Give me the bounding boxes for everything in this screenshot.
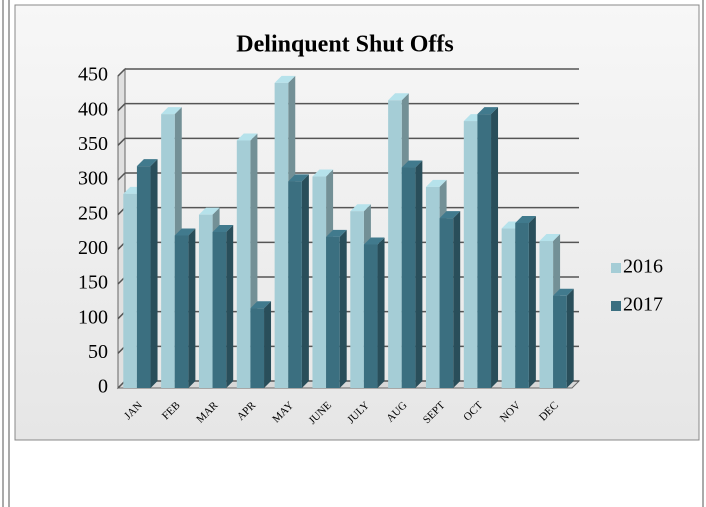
- bar-top: [439, 211, 461, 219]
- bar-side: [453, 211, 461, 388]
- bar: [553, 295, 567, 388]
- legend-label: 2016: [623, 256, 663, 278]
- bar: [501, 228, 516, 388]
- bar: [123, 193, 137, 388]
- grid-line-side: [117, 172, 126, 181]
- bar: [198, 214, 213, 388]
- bar: [288, 181, 302, 388]
- bar: [388, 100, 402, 389]
- bar: [161, 114, 175, 388]
- bar-top: [198, 207, 220, 215]
- bar-side: [528, 215, 536, 388]
- bar-side: [339, 229, 347, 388]
- legend-swatch: [611, 301, 621, 311]
- bar-top: [250, 301, 272, 309]
- bar-top: [477, 107, 499, 115]
- grid-line-side: [117, 103, 126, 112]
- chart-title: Delinquent Shut Offs: [236, 32, 453, 58]
- bar: [136, 166, 151, 388]
- bar-side: [415, 160, 423, 388]
- bar: [425, 186, 440, 388]
- bar-top: [236, 133, 258, 141]
- bar-top: [274, 75, 296, 83]
- bar: [212, 232, 227, 388]
- bar-top: [515, 215, 536, 223]
- bar: [539, 241, 554, 388]
- y-tick-label: 250: [78, 202, 108, 224]
- y-tick-label: 450: [78, 64, 108, 86]
- bar-side: [264, 301, 272, 388]
- bar-side: [566, 288, 574, 388]
- bar-side: [377, 237, 385, 388]
- bar: [250, 308, 265, 388]
- bar: [274, 82, 289, 388]
- bar: [174, 235, 189, 388]
- bar: [363, 244, 378, 388]
- bar-top: [174, 228, 196, 236]
- bar: [350, 211, 364, 388]
- bar: [326, 236, 340, 388]
- y-tick-label: 100: [78, 306, 108, 328]
- y-tick-label: 350: [78, 133, 108, 155]
- bar-top: [136, 159, 158, 167]
- bar-top: [312, 169, 334, 177]
- y-tick-label: 50: [88, 341, 108, 363]
- bar-top: [401, 160, 423, 168]
- bar: [236, 140, 251, 388]
- legend-swatch: [611, 263, 621, 273]
- bar-side: [188, 228, 196, 388]
- bar-top: [350, 204, 371, 212]
- bar-top: [326, 229, 347, 237]
- bar-top: [539, 234, 561, 242]
- bar: [439, 218, 454, 388]
- bar-top: [161, 107, 182, 115]
- bar: [463, 121, 478, 389]
- grid-line-side: [117, 137, 126, 146]
- bar: [515, 222, 529, 388]
- bar-top: [212, 225, 234, 232]
- bar-top: [388, 93, 409, 101]
- y-tick-label: 150: [78, 272, 108, 294]
- y-tick-label: 200: [78, 237, 108, 259]
- bar-side: [150, 159, 158, 388]
- bar-side: [301, 174, 309, 388]
- grid-line-side: [117, 68, 126, 77]
- y-tick-label: 400: [78, 98, 108, 120]
- bar: [401, 167, 416, 388]
- bar: [477, 114, 492, 388]
- bar-side: [226, 225, 234, 388]
- bar-top: [553, 288, 574, 296]
- bar-side: [491, 107, 499, 388]
- bar-top: [425, 179, 447, 187]
- bar-top: [363, 237, 385, 245]
- bar-top: [288, 174, 309, 182]
- bar: [312, 176, 327, 388]
- y-tick-label: 0: [98, 376, 108, 398]
- y-tick-label: 300: [78, 168, 108, 190]
- legend-label: 2017: [623, 294, 663, 316]
